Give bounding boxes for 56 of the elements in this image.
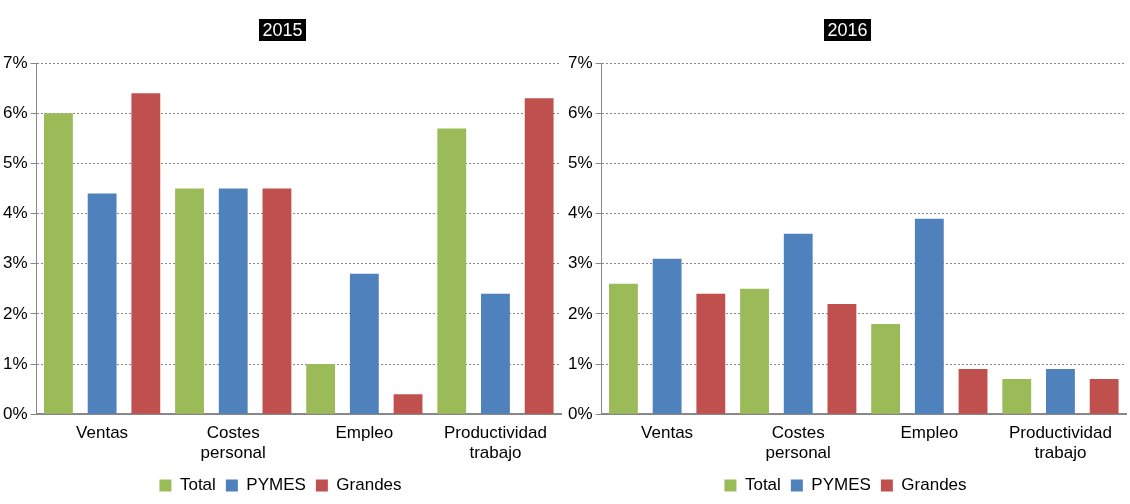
y-tick-label: 1% (2, 353, 28, 373)
bar (393, 394, 423, 414)
y-tick-label: 7% (2, 52, 28, 72)
x-tick-label: Costes personal (200, 423, 266, 463)
x-tick-label: Productividad trabajo (443, 423, 547, 463)
bar (1089, 379, 1119, 414)
bar (218, 188, 248, 414)
bar (827, 303, 857, 414)
y-tick-label: 3% (567, 253, 593, 273)
y-tick-label: 0% (567, 403, 593, 423)
y-tick-label: 4% (567, 203, 593, 223)
y-tick-label: 3% (2, 253, 28, 273)
legend-label: PYMES (811, 475, 871, 495)
bar (740, 288, 769, 414)
bar (524, 98, 554, 414)
chart-title: 2016 (824, 19, 871, 41)
bar (262, 188, 292, 414)
y-tick-label: 2% (2, 303, 28, 323)
y-tick-label: 0% (2, 403, 28, 423)
x-tick-label: Ventas (641, 423, 694, 443)
chart-title: 2015 (259, 19, 306, 41)
x-tick-label: Empleo (335, 423, 394, 443)
bar (87, 193, 117, 414)
legend-label: PYMES (246, 475, 306, 495)
y-tick-label: 4% (2, 203, 28, 223)
legend-label: Grandes (336, 475, 402, 495)
bar (481, 293, 510, 414)
bar (871, 323, 901, 414)
y-tick-label: 2% (567, 303, 593, 323)
y-tick-label: 1% (567, 353, 593, 373)
bar (1046, 369, 1075, 414)
bar (131, 93, 161, 414)
bar (349, 273, 379, 414)
x-tick-label: Productividad trabajo (1008, 423, 1112, 463)
bar (652, 258, 682, 414)
bar (44, 113, 73, 414)
y-tick-label: 6% (567, 103, 593, 123)
bar (783, 233, 813, 414)
bar (914, 218, 944, 414)
y-tick-label: 7% (567, 52, 593, 72)
legend-label: Grandes (901, 475, 967, 495)
bar (609, 283, 638, 414)
bar (696, 293, 726, 414)
y-tick-label: 5% (567, 153, 593, 173)
bar (1002, 379, 1032, 414)
legend-label: Total (744, 475, 781, 495)
x-tick-label: Ventas (76, 423, 129, 443)
bar (175, 188, 204, 414)
bar (437, 128, 467, 414)
x-tick-label: Empleo (900, 423, 959, 443)
legend-label: Total (179, 475, 216, 495)
x-tick-label: Costes personal (765, 423, 831, 463)
y-tick-label: 5% (2, 153, 28, 173)
bar (306, 364, 336, 414)
bar (958, 369, 988, 414)
y-tick-label: 6% (2, 103, 28, 123)
